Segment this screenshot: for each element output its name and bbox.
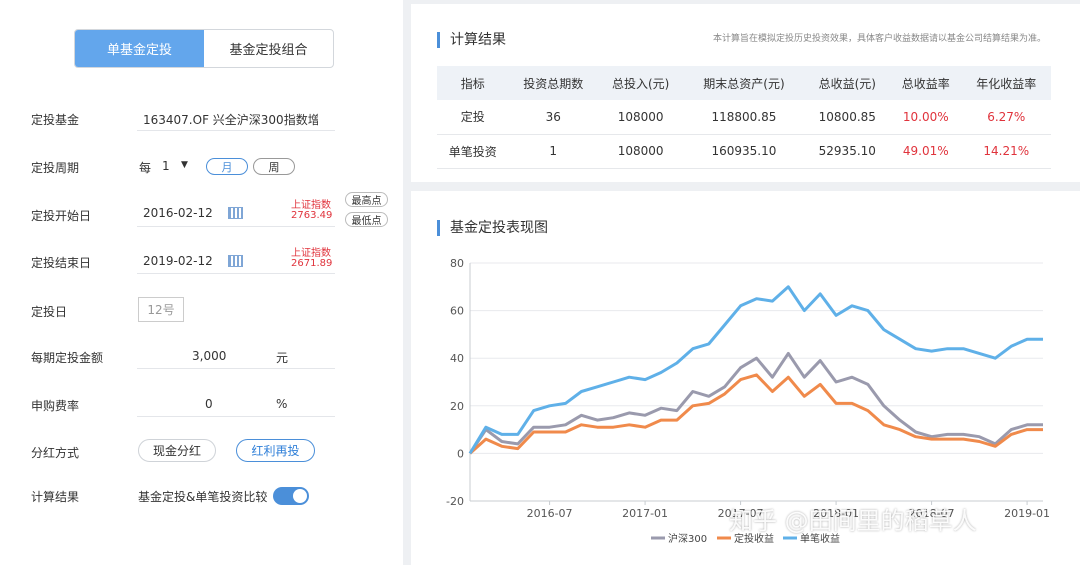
period-prefix: 每 <box>139 161 152 175</box>
start-date-label: 定投开始日 <box>31 209 92 223</box>
highest-point-button[interactable]: 最高点 <box>345 192 388 207</box>
table-header-cell: 年化收益率 <box>961 66 1051 100</box>
end-index-value: 2671.89 <box>291 258 333 269</box>
series-line-1 <box>468 373 1043 455</box>
dividend-label: 分红方式 <box>31 446 80 460</box>
calendar-icon[interactable] <box>228 207 243 219</box>
legend-label: 定投收益 <box>734 532 774 545</box>
table-cell: 单笔投资 <box>437 134 509 169</box>
amount-input[interactable]: 3,000 <box>192 349 227 363</box>
dividend-cash-button[interactable]: 现金分红 <box>138 439 216 462</box>
end-date-label: 定投结束日 <box>31 256 92 270</box>
toggle-knob <box>293 489 307 503</box>
x-tick-label: 2018-07 <box>909 507 955 520</box>
invest-day-select[interactable]: 12号 <box>138 297 184 322</box>
table-cell: 108000 <box>597 100 684 135</box>
table-header-cell: 总收益率 <box>890 66 962 100</box>
series-line-2 <box>468 285 1043 455</box>
chart-title: 基金定投表现图 <box>437 220 548 236</box>
table-header-cell: 总投入(元) <box>597 66 684 100</box>
results-title: 计算结果 <box>437 32 506 48</box>
fee-unit: % <box>276 397 288 411</box>
legend-label: 沪深300 <box>668 532 707 545</box>
period-week-button[interactable]: 周 <box>253 158 295 175</box>
lowest-point-button[interactable]: 最低点 <box>345 212 388 227</box>
table-cell: 10.00% <box>890 100 962 135</box>
x-tick-label: 2017-07 <box>718 507 764 520</box>
table-row: 单笔投资 1 108000 160935.10 52935.10 49.01% 14.21% <box>437 134 1051 169</box>
dividend-reinvest-button[interactable]: 红利再投 <box>236 439 315 462</box>
calc-result-label: 计算结果 <box>31 490 80 504</box>
series-line-0 <box>468 351 1043 455</box>
table-cell: 14.21% <box>961 134 1051 169</box>
x-tick-label: 2016-07 <box>527 507 573 520</box>
results-note: 本计算旨在模拟定投历史投资效果，具体客户收益数据请以基金公司结算结果为准。 <box>712 34 1046 44</box>
results-table: 指标 投资总期数 总投入(元) 期末总资产(元) 总收益(元) 总收益率 年化收益率 定投 3… <box>437 66 1051 169</box>
table-header-cell: 期末总资产(元) <box>683 66 805 100</box>
end-index-name: 上证指数 <box>291 248 331 259</box>
tab-fund-portfolio[interactable]: 基金定投组合 <box>229 43 308 58</box>
legend-label: 单笔收益 <box>800 532 840 545</box>
table-cell: 118800.85 <box>683 100 805 135</box>
x-tick-label: 2017-01 <box>622 507 668 520</box>
calculator-form-panel: 单基金定投 基金定投组合 定投基金 163407.OF 兴全沪深300指数增 定… <box>0 0 403 565</box>
results-panel: 计算结果 本计算旨在模拟定投历史投资效果，具体客户收益数据请以基金公司结算结果为… <box>411 4 1080 182</box>
table-cell: 定投 <box>437 100 509 135</box>
divider <box>137 130 335 131</box>
calendar-icon[interactable] <box>228 255 243 267</box>
tab-single-fund[interactable]: 单基金定投 <box>75 30 204 67</box>
amount-unit: 元 <box>276 351 289 365</box>
table-cell: 10800.85 <box>804 100 891 135</box>
invest-day-label: 定投日 <box>31 305 68 319</box>
chart-panel: 基金定投表现图 -20 0 20 40 60 80 2016-07 2017-01 2017-0… <box>411 191 1080 565</box>
table-cell: 160935.10 <box>683 134 805 169</box>
start-index-value: 2763.49 <box>291 210 333 221</box>
table-cell: 52935.10 <box>804 134 891 169</box>
fund-input[interactable]: 163407.OF 兴全沪深300指数增 <box>143 113 318 127</box>
table-cell: 49.01% <box>890 134 962 169</box>
table-cell: 6.27% <box>961 100 1051 135</box>
fund-label: 定投基金 <box>31 113 80 127</box>
compare-toggle[interactable] <box>273 487 309 505</box>
table-cell: 36 <box>508 100 598 135</box>
y-tick-label: 20 <box>450 400 464 413</box>
table-header-cell: 指标 <box>437 66 509 100</box>
period-month-button[interactable]: 月 <box>206 158 248 175</box>
divider <box>137 226 335 227</box>
end-date-input[interactable]: 2019-02-12 <box>143 254 213 268</box>
performance-line-chart: -20 0 20 40 60 80 2016-07 2017-01 2017-07 2018-01… <box>446 257 1050 545</box>
compare-mode-text: 基金定投&单笔投资比较 <box>138 490 268 504</box>
period-label: 定投周期 <box>31 161 80 175</box>
divider <box>137 416 335 417</box>
start-date-input[interactable]: 2016-02-12 <box>143 206 213 220</box>
x-tick-label: 2019-01 <box>1004 507 1050 520</box>
y-tick-label: 60 <box>450 305 464 318</box>
y-tick-label: -20 <box>446 495 464 508</box>
y-tick-label: 40 <box>450 352 464 365</box>
watermark: 知乎 @田间里的稻草人 <box>729 507 977 535</box>
table-cell: 1 <box>508 134 598 169</box>
start-index-name: 上证指数 <box>291 200 331 211</box>
table-header-cell: 投资总期数 <box>508 66 598 100</box>
fee-label: 申购费率 <box>31 399 80 413</box>
table-cell: 108000 <box>597 134 684 169</box>
divider <box>137 368 335 369</box>
table-body: 定投 36 108000 118800.85 10800.85 10.00% 6.27% 单笔… <box>437 100 1051 169</box>
y-tick-label: 80 <box>450 257 464 270</box>
divider <box>137 273 335 274</box>
period-number-select[interactable]: 1 <box>162 159 170 173</box>
table-header-row: 指标 投资总期数 总投入(元) 期末总资产(元) 总收益(元) 总收益率 年化收益率 <box>437 66 1051 100</box>
fee-input[interactable]: 0 <box>205 397 213 411</box>
table-header-cell: 总收益(元) <box>804 66 891 100</box>
table-row: 定投 36 108000 118800.85 10800.85 10.00% 6.27% <box>437 100 1051 135</box>
amount-label: 每期定投金额 <box>31 351 104 365</box>
x-tick-label: 2018-01 <box>813 507 859 520</box>
mode-tabs: 单基金定投 基金定投组合 <box>74 29 334 68</box>
y-tick-label: 0 <box>457 447 464 460</box>
chevron-down-icon[interactable]: ▼ <box>181 160 188 170</box>
